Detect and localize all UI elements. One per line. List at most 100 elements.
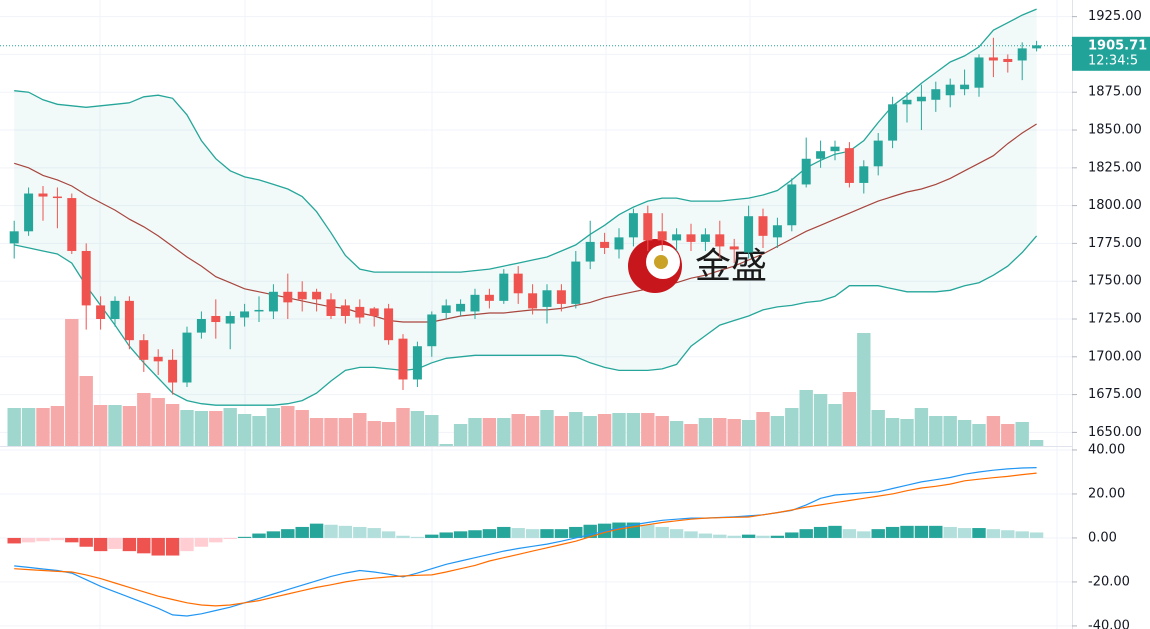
volume-bar — [180, 410, 194, 446]
macd-histogram-bar — [309, 523, 324, 538]
y-tick-label: 0.00 — [1088, 530, 1117, 545]
volume-bar — [1029, 440, 1044, 446]
volume-bar — [497, 418, 511, 446]
macd-histogram-bar — [36, 537, 50, 542]
candle-body — [902, 99, 912, 105]
candle-body — [960, 84, 970, 90]
candle-body — [52, 196, 62, 199]
candle-body — [686, 234, 696, 242]
candles-layer — [0, 37, 1072, 395]
macd-histogram-bar — [425, 534, 439, 538]
macd-histogram-bar — [828, 525, 842, 538]
lower-band — [14, 235, 1038, 406]
candle-body — [96, 305, 106, 320]
volume-bar — [237, 414, 252, 446]
candle-body — [945, 84, 955, 96]
volume-bar — [324, 418, 338, 446]
candle-body — [801, 158, 811, 185]
volume-bar — [1015, 422, 1029, 446]
volume-bar — [425, 415, 439, 446]
y-tick-label: 1700.00 — [1088, 349, 1142, 364]
candle-body — [340, 305, 350, 316]
macd-histogram-bar — [223, 537, 237, 540]
volume-bar — [756, 412, 770, 446]
macd-histogram-bar — [410, 536, 425, 538]
y-tick-label: 1675.00 — [1088, 387, 1142, 402]
macd-histogram-bar — [137, 537, 151, 554]
volume-bar — [7, 408, 21, 446]
candle-body — [225, 315, 235, 324]
volume-bar — [914, 408, 929, 446]
macd-histogram-bar — [986, 529, 1001, 538]
macd-histogram-bar — [770, 535, 785, 538]
candle-body — [326, 299, 336, 316]
volume-bar — [972, 424, 986, 446]
volume-bar — [569, 412, 583, 446]
volume-bar — [165, 404, 180, 446]
macd-histogram-bar — [612, 522, 626, 538]
macd-histogram-bar — [266, 531, 281, 538]
volume-bar — [540, 410, 554, 446]
macd-line — [14, 467, 1037, 617]
volume-bar — [367, 421, 381, 446]
watermark-text: 金盛 — [695, 246, 767, 287]
candle-body — [844, 148, 854, 183]
candle-body — [384, 308, 394, 341]
last-price-box — [1072, 36, 1150, 71]
candle-body — [24, 193, 34, 232]
candle-body — [513, 273, 523, 294]
volume-bar — [626, 413, 641, 446]
candle-body — [657, 231, 667, 241]
candle-body — [398, 338, 408, 380]
volume-bar — [813, 394, 828, 446]
volume-bar — [785, 408, 799, 446]
candle-body — [283, 291, 293, 303]
candle-body — [744, 216, 754, 253]
macd-histogram-bar — [813, 526, 828, 538]
macd-histogram-bar — [799, 529, 813, 538]
logo-dot — [654, 255, 668, 269]
macd-histogram-bar — [295, 526, 309, 538]
volume-bar — [252, 416, 266, 446]
candle-body — [859, 166, 869, 183]
last-price-label: 1905.71 — [1088, 38, 1147, 53]
candle-body — [240, 311, 250, 318]
macd-histogram-bar — [655, 526, 669, 538]
candle-body — [254, 309, 264, 312]
volume-bar — [525, 416, 540, 446]
candle-body — [196, 319, 206, 333]
volume-bar — [741, 420, 756, 446]
macd-histogram-bar — [741, 534, 756, 538]
macd-histogram-bar — [698, 533, 713, 538]
candle-body — [528, 293, 538, 309]
macd-histogram-bar — [900, 525, 914, 538]
macd-histogram-bar — [857, 531, 871, 538]
volume-bar — [381, 422, 396, 446]
volume-bar — [93, 405, 108, 446]
macd-histogram-bar — [583, 524, 597, 538]
volume-bar — [842, 392, 857, 446]
candle-body — [211, 315, 221, 323]
macd-histogram-bar — [468, 530, 482, 538]
signal-line — [14, 472, 1037, 607]
volume-bar — [986, 416, 1001, 446]
volume-bar — [223, 408, 237, 446]
candle-body — [700, 234, 710, 242]
candle-body — [427, 314, 437, 347]
y-tick-label: -20.00 — [1088, 574, 1130, 589]
candle-body — [758, 216, 768, 236]
volume-bar — [857, 333, 871, 446]
macd-histogram-bar — [842, 529, 857, 538]
macd-histogram-bar — [684, 531, 698, 538]
candle-body — [643, 213, 653, 241]
middle-band — [14, 123, 1037, 323]
macd-histogram-bar — [482, 529, 497, 538]
volume-bar — [281, 406, 295, 446]
candle-body — [571, 261, 581, 304]
macd-histogram-bar — [972, 528, 986, 538]
upper-band — [14, 8, 1037, 273]
candle-body — [110, 300, 120, 320]
macd-histogram-bar — [1001, 530, 1015, 538]
candle-body — [470, 294, 480, 312]
